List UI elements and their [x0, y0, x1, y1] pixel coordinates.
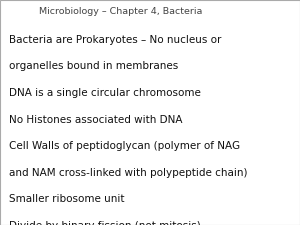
Text: and NAM cross-linked with polypeptide chain): and NAM cross-linked with polypeptide ch… [9, 168, 247, 178]
Text: Smaller ribosome unit: Smaller ribosome unit [9, 194, 124, 204]
Text: Bacteria are Prokaryotes – No nucleus or: Bacteria are Prokaryotes – No nucleus or [9, 35, 221, 45]
Text: DNA is a single circular chromosome: DNA is a single circular chromosome [9, 88, 201, 98]
Text: Divide by binary fission (not mitosis): Divide by binary fission (not mitosis) [9, 221, 201, 225]
Text: No Histones associated with DNA: No Histones associated with DNA [9, 115, 182, 124]
Text: Cell Walls of peptidoglycan (polymer of NAG: Cell Walls of peptidoglycan (polymer of … [9, 141, 240, 151]
Text: Microbiology – Chapter 4, Bacteria: Microbiology – Chapter 4, Bacteria [39, 7, 202, 16]
Text: organelles bound in membranes: organelles bound in membranes [9, 61, 178, 71]
